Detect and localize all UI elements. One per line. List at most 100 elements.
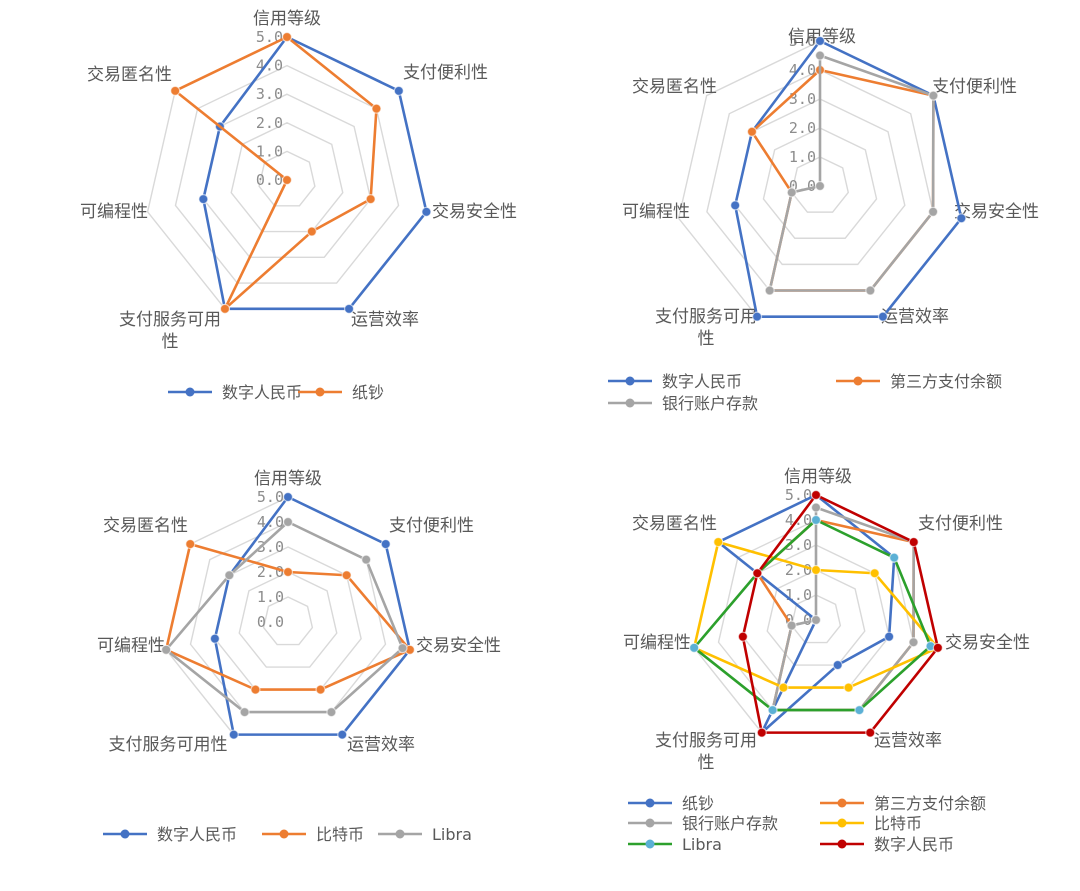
series-纸钞	[170, 31, 382, 314]
series-line	[741, 493, 940, 734]
legend: 数字人民币 纸钞	[168, 383, 384, 402]
data-point	[810, 489, 822, 501]
data-point	[786, 620, 797, 631]
data-point	[397, 643, 408, 654]
data-point	[810, 564, 822, 576]
series-line	[692, 518, 932, 712]
series-line	[733, 39, 963, 318]
series-数字人民币	[737, 489, 943, 738]
legend-label: 第三方支付余额	[874, 794, 986, 813]
data-point	[161, 644, 172, 655]
data-point	[380, 538, 391, 550]
axis-label: 可编程性	[97, 636, 165, 656]
data-point	[865, 727, 876, 738]
legend-marker	[625, 376, 635, 386]
series-数字人民币	[198, 31, 432, 314]
data-point	[713, 536, 724, 548]
grid-ring	[230, 122, 344, 233]
axis-label: 支付服务可用性	[109, 735, 228, 755]
data-point	[337, 729, 348, 740]
series-line	[164, 520, 404, 714]
data-point	[281, 31, 293, 43]
data-point	[343, 303, 355, 314]
legend-marker	[185, 387, 195, 397]
axis-label: 支付服务可用性	[655, 307, 757, 349]
grid-ring	[174, 64, 400, 284]
data-point	[932, 642, 943, 653]
legend-marker	[837, 818, 847, 828]
data-point	[927, 206, 939, 217]
legend-label: 第三方支付余额	[890, 372, 1002, 391]
grid-ring	[262, 596, 314, 646]
data-point	[209, 633, 220, 644]
series-line	[692, 540, 940, 689]
tick-label: 0.0	[257, 613, 284, 631]
data-point	[421, 206, 432, 217]
axis-label: 信用等级	[784, 467, 852, 487]
legend-marker	[837, 798, 847, 808]
data-point	[365, 193, 376, 205]
axis-label: 交易匿名性	[632, 77, 717, 97]
data-point	[228, 729, 239, 740]
legend-marker	[853, 376, 863, 386]
grid-ring	[762, 127, 878, 239]
data-point	[877, 311, 889, 322]
legend-marker	[120, 829, 130, 839]
data-point	[282, 566, 294, 578]
data-point	[756, 727, 767, 738]
data-point	[778, 682, 789, 693]
series-line	[173, 35, 378, 311]
data-point	[854, 704, 865, 716]
legend-marker	[395, 829, 405, 839]
data-point	[814, 50, 826, 61]
data-point	[361, 554, 372, 565]
series-Libra	[161, 516, 408, 718]
data-point	[239, 706, 250, 718]
data-point	[393, 85, 404, 96]
series-line	[164, 542, 412, 691]
data-point	[224, 570, 235, 581]
data-point	[306, 226, 317, 237]
series-line	[750, 68, 935, 292]
data-point	[282, 516, 294, 528]
legend-marker	[645, 818, 655, 828]
legend-marker	[645, 798, 655, 808]
legend-label: 银行账户存款	[662, 394, 758, 413]
data-point	[752, 568, 763, 579]
grid-ring	[790, 156, 850, 213]
grid-ring	[258, 150, 316, 207]
legend-label: 数字人民币	[662, 372, 742, 391]
data-point	[730, 200, 741, 211]
axis-label: 交易安全性	[954, 202, 1039, 222]
data-point	[737, 631, 748, 642]
data-point	[751, 311, 763, 322]
data-point	[908, 637, 919, 648]
axis-label: 运营效率	[351, 310, 419, 330]
data-point	[869, 568, 880, 579]
data-point	[810, 614, 822, 626]
legend-label: 比特币	[874, 814, 922, 833]
grid-ring	[238, 571, 338, 668]
tick-label: 2.0	[256, 114, 283, 132]
legend-marker	[625, 398, 635, 408]
data-point	[746, 126, 758, 137]
grid-ring	[146, 36, 428, 310]
data-point	[219, 303, 231, 314]
axis-label: 支付便利性	[918, 514, 1003, 534]
tick-label: 5.0	[257, 488, 284, 506]
legend-label: 比特币	[316, 825, 364, 844]
legend: 数字人民币 比特币 Libra	[103, 825, 472, 844]
axis-label: 支付便利性	[932, 77, 1017, 97]
legend-label: 纸钞	[682, 794, 714, 813]
data-point	[786, 187, 797, 198]
grid-ring	[165, 496, 411, 736]
legend-label: Libra	[682, 835, 722, 854]
axis-label: 交易匿名性	[103, 516, 188, 536]
legend-label: 数字人民币	[222, 383, 302, 402]
axis-label: 交易安全性	[432, 202, 517, 222]
radar-chart-4: 0.01.02.03.04.05.0信用等级支付便利性交易安全性运营效率支付服务…	[623, 467, 1030, 854]
data-point	[198, 193, 209, 205]
axis-label: 交易安全性	[945, 633, 1030, 653]
tick-label: 5.0	[789, 32, 816, 50]
